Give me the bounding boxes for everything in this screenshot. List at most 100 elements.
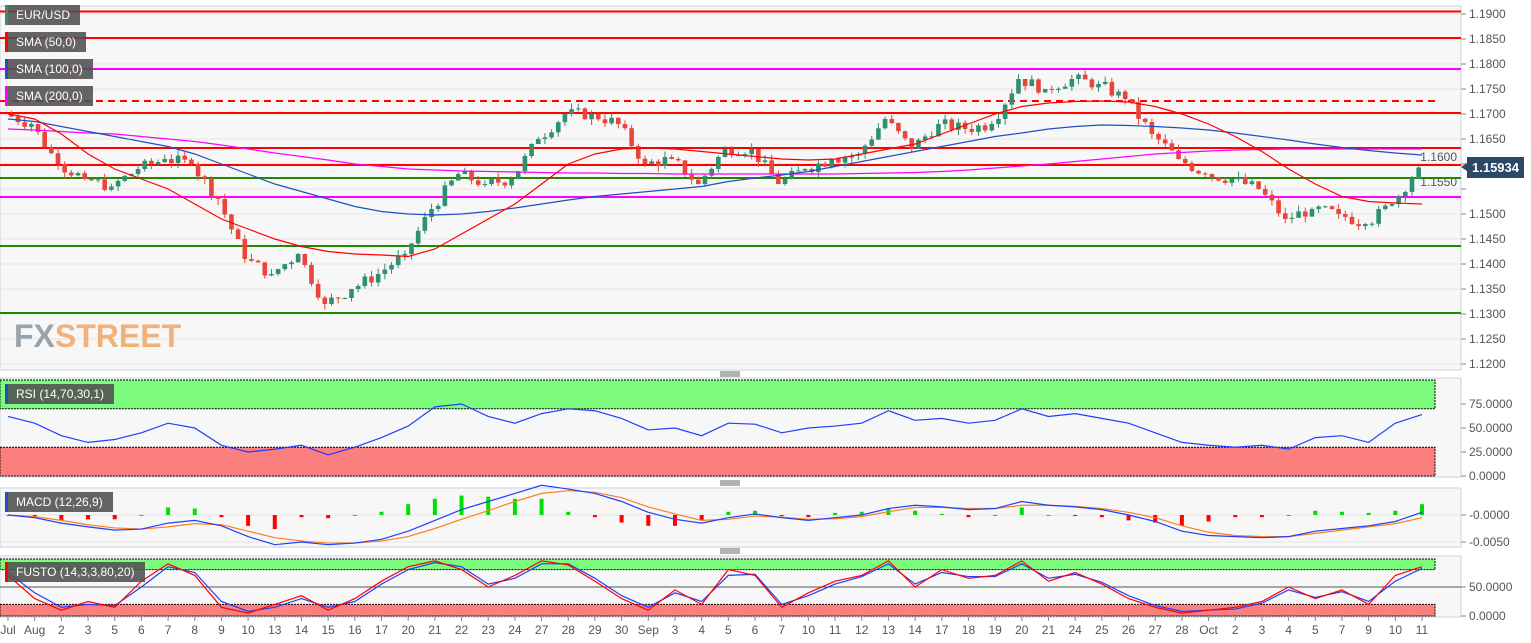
candle-body [869, 139, 875, 146]
candle-body [102, 179, 108, 190]
legend-sma50[interactable]: SMA (50,0) [5, 32, 87, 52]
legend-sma200[interactable]: SMA (200,0) [5, 86, 93, 106]
y-tick-label: 1.1900 [1469, 7, 1506, 21]
macd-histogram-bar [219, 515, 224, 518]
macd-histogram-bar [86, 515, 91, 520]
legend-sma100[interactable]: SMA (100,0) [5, 59, 93, 79]
candle-body [729, 149, 734, 156]
y-tick-label: 1.1850 [1469, 32, 1506, 46]
candle-body [275, 269, 281, 274]
candle-body [922, 136, 928, 140]
fusto-overbought-zone [0, 558, 1436, 571]
macd-histogram-bar [1206, 515, 1211, 522]
candle-body [589, 114, 594, 120]
legend-rsi[interactable]: RSI (14,70,30,1) [5, 384, 115, 404]
candle-body [936, 124, 941, 137]
macd-histogram-bar [619, 515, 624, 523]
x-tick-label: 7 [778, 623, 785, 637]
candle-body [582, 108, 588, 120]
x-tick-label: 25 [1095, 623, 1109, 637]
x-tick-label: 21 [1042, 623, 1056, 637]
candle-body [335, 297, 341, 299]
macd-histogram-bar [139, 515, 144, 516]
candle-body [95, 179, 101, 181]
candle-body [909, 138, 915, 149]
candle-body [982, 125, 988, 131]
candle-body [1216, 177, 1221, 181]
candle-body [1336, 209, 1341, 214]
legend-symbol[interactable]: EUR/USD [5, 5, 81, 25]
candle-body [469, 170, 474, 181]
candle-body [862, 145, 868, 154]
candle-body [155, 162, 161, 165]
macd-histogram-bar [753, 510, 758, 515]
candle-body [69, 172, 74, 176]
candle-body [662, 157, 668, 166]
candle-body [682, 160, 688, 175]
macd-histogram-bar [272, 515, 277, 530]
candle-body [482, 184, 488, 185]
candle-body [776, 174, 781, 184]
candle-body [816, 163, 821, 173]
x-tick-label: 4 [698, 623, 705, 637]
x-tick-label: 3 [1259, 623, 1266, 637]
candle-body [1022, 79, 1028, 87]
candle-body [1209, 174, 1215, 178]
candle-body [849, 155, 855, 158]
x-tick-label: 24 [1068, 623, 1082, 637]
watermark-fx: FX [14, 318, 55, 354]
candle-body [1309, 209, 1315, 217]
candle-body [1136, 102, 1141, 119]
candle-body [462, 170, 468, 174]
candle-body [149, 160, 154, 165]
candle-body [829, 159, 835, 167]
y-tick-label: 1.1750 [1469, 82, 1506, 96]
candle-body [215, 196, 221, 199]
sma200-line [7, 128, 1422, 175]
x-tick-label: 8 [191, 623, 198, 637]
legend-macd[interactable]: MACD (12,26,9) [5, 492, 113, 512]
candle-body [669, 157, 674, 159]
macd-histogram-bar [993, 515, 998, 516]
candle-body [882, 119, 888, 129]
candle-body [902, 131, 908, 139]
candle-body [736, 155, 741, 157]
legend-sma200-label: SMA (200,0) [16, 89, 83, 103]
candle-body [175, 155, 181, 164]
macd-histogram-bar [459, 495, 464, 515]
candle-body [49, 147, 54, 154]
candle-body [1302, 211, 1308, 217]
y-tick-label: 1.1400 [1469, 257, 1506, 271]
candle-body [989, 124, 995, 131]
macd-histogram-bar [1366, 512, 1371, 515]
candle-body [1389, 204, 1395, 206]
candle-body [916, 139, 921, 149]
fxstreet-watermark: FXSTREET [14, 318, 181, 355]
x-tick-label: 5 [1312, 623, 1319, 637]
candle-body [535, 139, 541, 144]
candle-body [322, 297, 328, 304]
candle-body [609, 117, 614, 124]
candle-body [1322, 206, 1328, 208]
candle-body [1069, 79, 1075, 87]
candle-body [289, 262, 294, 265]
x-tick-label: 17 [375, 623, 389, 637]
watermark-street: STREET [54, 318, 182, 354]
x-tick-label: 19 [988, 623, 1002, 637]
candle-body [189, 159, 194, 164]
candle-body [229, 214, 234, 230]
candle-body [756, 149, 761, 162]
candle-body [1149, 121, 1155, 134]
rsi-tick-label: 0.0000 [1469, 469, 1506, 483]
candle-body [1169, 143, 1175, 151]
candle-body [1416, 167, 1421, 179]
candle-body [762, 160, 768, 162]
candle-body [282, 264, 288, 270]
y-tick-label: 1.1200 [1469, 357, 1506, 371]
candle-body [475, 180, 481, 185]
candle-body [949, 119, 955, 130]
fusto-k-line [7, 560, 1423, 614]
candle-body [122, 175, 128, 181]
candle-body [522, 155, 528, 172]
legend-fusto[interactable]: FUSTO (14,3,3,80,20) [5, 562, 145, 582]
